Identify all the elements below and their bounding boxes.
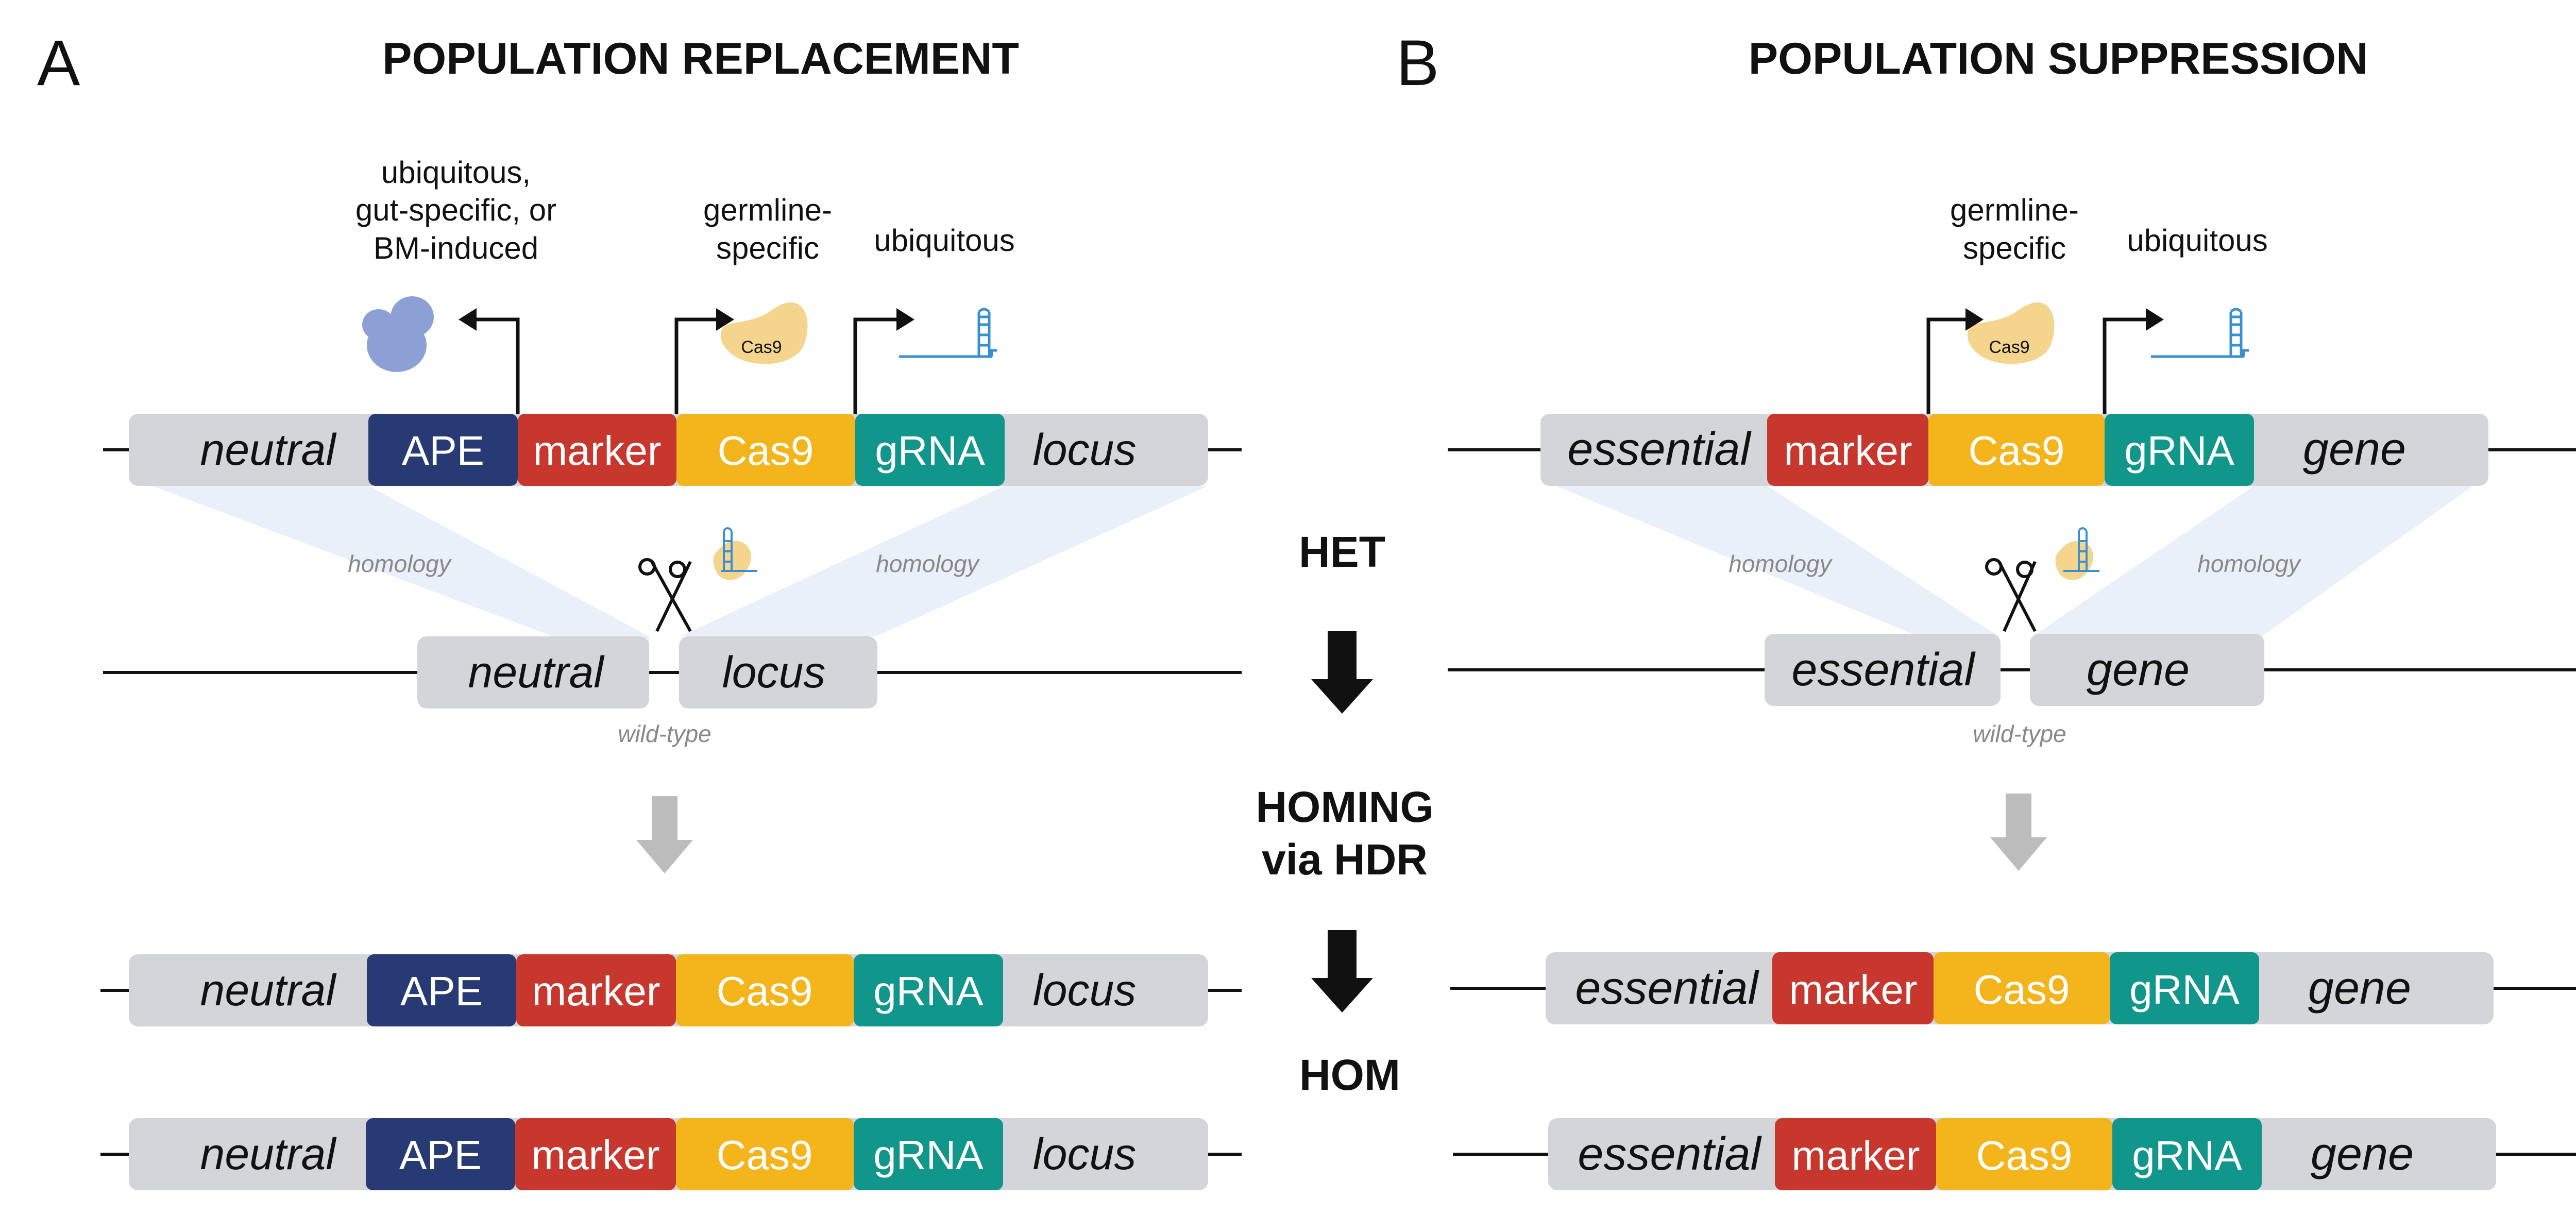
hom-b1-grna-label: gRNA	[2129, 967, 2240, 1013]
hom-a1-right-flank: locus	[1033, 966, 1137, 1015]
panel-a: A POPULATION REPLACEMENT ubiquitous, gut…	[37, 27, 1242, 1190]
wildtype-a-left: neutral	[468, 648, 605, 697]
panel-b-letter: B	[1396, 27, 1439, 99]
hom-b1-left-flank: essential	[1575, 963, 1759, 1014]
grna-promoter-label: ubiquitous	[874, 223, 1015, 258]
construct-a-hom-1: neutral locus APE marker Cas9 gRNA	[100, 954, 1242, 1026]
process-arrow-icon	[1311, 930, 1373, 1013]
ape-promoter-label-1: ubiquitous,	[381, 155, 531, 190]
ape-protein-icon	[362, 296, 434, 372]
stage-homing-1: HOMING	[1256, 783, 1433, 831]
wildtype-b-left: essential	[1791, 644, 1976, 696]
hom-a2-right-flank: locus	[1033, 1129, 1137, 1179]
grna-hairpin-icon	[899, 308, 997, 358]
process-arrow-icon	[636, 796, 693, 873]
cas9-protein-label: Cas9	[741, 338, 782, 357]
process-arrow-icon	[1311, 631, 1373, 714]
cas9-protein-icon: Cas9	[720, 302, 808, 364]
hom-b1-marker-label: marker	[1789, 967, 1918, 1013]
b-cas9-promoter-label-1: germline-	[1950, 193, 2079, 227]
wildtype-b-right: gene	[2087, 644, 2190, 696]
construct-a-left-flank: neutral	[200, 425, 337, 475]
promoter-arrow-icon	[471, 317, 899, 415]
cas9-promoter-label-2: specific	[716, 231, 819, 265]
b-cas9-promoter-label-2: specific	[1963, 231, 2066, 265]
construct-b-hom-2: essential gene marker Cas9 gRNA	[1453, 1118, 2576, 1190]
construct-b: essential gene marker Cas9 gRNA	[1448, 414, 2576, 486]
stage-hom: HOM	[1299, 1051, 1400, 1099]
construct-b-hom-1: essential gene marker Cas9 gRNA	[1450, 952, 2576, 1024]
hom-a2-marker-label: marker	[532, 1132, 660, 1178]
hom-b2-grna-label: gRNA	[2132, 1133, 2242, 1178]
hom-b2-cas9-label: Cas9	[1976, 1133, 2073, 1178]
ape-promoter-label-2: gut-specific, or	[355, 193, 556, 227]
construct-b-right-flank: gene	[2303, 424, 2406, 475]
scissors-icon	[1985, 527, 2099, 632]
b-marker-label: marker	[1784, 428, 1912, 474]
stages: HET HOMING via HDR HOM	[1256, 528, 1433, 1099]
hom-b2-right-flank: gene	[2311, 1128, 2414, 1180]
homology-label-b-right: homology	[2197, 550, 2301, 577]
wildtype-a-label: wild-type	[618, 720, 711, 747]
homology-label-b-left: homology	[1728, 550, 1833, 577]
stage-homing-2: via HDR	[1262, 835, 1428, 884]
hom-b1-cas9-label: Cas9	[1974, 967, 2070, 1013]
construct-b-left-flank: essential	[1567, 424, 1752, 475]
cas9-segment-label: Cas9	[718, 428, 814, 474]
promoter-arrow-icon	[1926, 317, 2148, 415]
construct-a-hom-2: neutral locus APE marker Cas9 gRNA	[100, 1118, 1242, 1190]
cas9-protein-icon: Cas9	[1967, 302, 2055, 364]
homology-region-b: homology homology	[1556, 486, 2473, 670]
panel-a-title: POPULATION REPLACEMENT	[382, 34, 1019, 83]
ape-segment	[368, 414, 518, 486]
marker-segment	[518, 414, 676, 486]
wildtype-a: neutral locus wild-type	[103, 636, 1242, 747]
ape-segment-label: APE	[402, 428, 484, 474]
grna-segment	[855, 414, 1005, 486]
ape-promoter-label-3: BM-induced	[374, 231, 538, 265]
hom-b1-right-flank: gene	[2308, 963, 2411, 1014]
panel-a-letter: A	[37, 27, 80, 99]
homology-label-a-right: homology	[876, 550, 980, 577]
panel-b: B POPULATION SUPPRESSION germline- speci…	[1396, 27, 2576, 1190]
hom-a2-left-flank: neutral	[200, 1129, 337, 1179]
construct-a-right-flank: locus	[1033, 425, 1137, 475]
panel-b-title: POPULATION SUPPRESSION	[1749, 34, 2368, 83]
b-grna-label: gRNA	[2124, 428, 2234, 474]
wildtype-b: essential gene wild-type	[1448, 634, 2576, 747]
stage-het: HET	[1299, 528, 1385, 576]
hom-b2-left-flank: essential	[1578, 1128, 1762, 1180]
hom-a1-marker-label: marker	[532, 968, 660, 1014]
cas9-segment	[676, 414, 855, 486]
cas9-promoter-label-1: germline-	[703, 193, 832, 227]
grna-segment-label: gRNA	[875, 428, 985, 474]
hom-a1-ape-label: APE	[400, 968, 483, 1014]
wildtype-a-right: locus	[722, 648, 826, 697]
hom-a1-left-flank: neutral	[200, 966, 337, 1015]
marker-segment-label: marker	[533, 428, 662, 474]
construct-a: neutral locus APE marker Cas9 gRNA	[103, 414, 1242, 486]
hom-a2-ape-label: APE	[399, 1132, 482, 1178]
b-grna-promoter-label: ubiquitous	[2127, 223, 2268, 258]
scissors-icon	[638, 527, 757, 632]
homology-label-a-left: homology	[348, 550, 452, 577]
hom-a1-grna-label: gRNA	[873, 968, 984, 1014]
hom-a2-cas9-label: Cas9	[717, 1132, 813, 1178]
hom-a2-grna-label: gRNA	[873, 1132, 984, 1178]
grna-hairpin-icon	[2151, 308, 2249, 358]
hom-b2-marker-label: marker	[1792, 1133, 1920, 1178]
b-cas9-label: Cas9	[1969, 428, 2065, 474]
hom-a1-cas9-label: Cas9	[717, 968, 813, 1014]
homology-region-a: homology homology	[152, 486, 1208, 672]
process-arrow-icon	[1990, 794, 2047, 871]
b-cas9-protein-label: Cas9	[1989, 338, 2029, 357]
wildtype-b-label: wild-type	[1973, 720, 2066, 747]
